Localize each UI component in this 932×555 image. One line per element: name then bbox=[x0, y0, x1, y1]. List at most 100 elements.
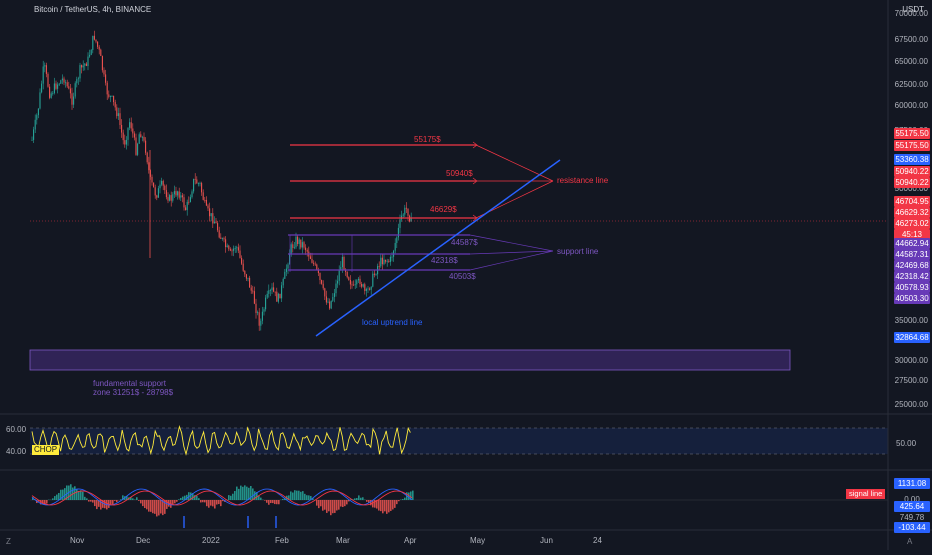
uptrend-line bbox=[316, 160, 560, 336]
time-label: 2022 bbox=[202, 536, 220, 545]
histogram-bar bbox=[174, 500, 176, 503]
candle-body bbox=[316, 264, 317, 269]
candle-body bbox=[214, 222, 215, 224]
histogram-bar bbox=[56, 495, 58, 500]
histogram-bar bbox=[156, 500, 158, 516]
candle-body bbox=[263, 309, 264, 311]
candle-body bbox=[75, 83, 76, 96]
histogram-bar bbox=[220, 500, 222, 506]
histogram-bar bbox=[360, 498, 362, 500]
candle-body bbox=[161, 181, 162, 185]
histogram-bar bbox=[82, 492, 84, 500]
histogram-bar bbox=[268, 500, 270, 505]
auto-scale-button[interactable]: A bbox=[907, 537, 912, 546]
candle-body bbox=[230, 249, 231, 250]
candle-body bbox=[260, 321, 261, 326]
candle-body bbox=[116, 107, 117, 116]
candle-body bbox=[57, 85, 58, 89]
chop-pane bbox=[30, 427, 888, 455]
histogram-bar bbox=[144, 500, 146, 508]
candle-body bbox=[91, 50, 92, 55]
candle-body bbox=[206, 200, 207, 206]
histogram-bar bbox=[336, 500, 338, 510]
candle-body bbox=[43, 67, 44, 84]
candle-body bbox=[342, 257, 343, 267]
candle-body bbox=[175, 191, 176, 195]
histogram-bar bbox=[334, 500, 336, 513]
candle-body bbox=[292, 244, 293, 248]
signal-line-badge[interactable]: signal line bbox=[846, 489, 885, 499]
candle-body bbox=[167, 197, 168, 201]
histogram-bar bbox=[96, 500, 98, 509]
candle-body bbox=[163, 181, 164, 186]
candle-body bbox=[300, 239, 301, 247]
candle-body bbox=[105, 74, 106, 82]
signal-pane bbox=[30, 484, 888, 528]
candle-body bbox=[329, 302, 330, 309]
signal-axis-label: 1131.08 bbox=[894, 478, 930, 489]
histogram-bar bbox=[160, 500, 162, 513]
histogram-bar bbox=[212, 500, 214, 506]
chop-badge[interactable]: CHOP bbox=[32, 445, 59, 455]
candle-body bbox=[239, 251, 240, 258]
histogram-bar bbox=[64, 488, 66, 500]
candle-body bbox=[297, 237, 298, 244]
histogram-bar bbox=[398, 500, 400, 501]
chop-lower-label: 40.00 bbox=[6, 447, 26, 456]
histogram-bar bbox=[180, 498, 182, 500]
candle-body bbox=[147, 153, 148, 163]
candle-body bbox=[366, 289, 367, 291]
candle-body bbox=[257, 312, 258, 313]
histogram-bar bbox=[394, 500, 396, 508]
candle-body bbox=[115, 102, 116, 107]
histogram-bar bbox=[362, 497, 364, 500]
chop-band bbox=[30, 428, 888, 454]
candle-body bbox=[247, 278, 248, 279]
candle-body bbox=[126, 140, 127, 145]
candle-body bbox=[124, 140, 125, 144]
price-label: 50940.22 bbox=[894, 166, 930, 177]
candle-body bbox=[254, 291, 255, 304]
symbol-title[interactable]: Bitcoin / TetherUS, 4h, BINANCE bbox=[34, 5, 151, 14]
histogram-bar bbox=[380, 500, 382, 511]
support-label-2: 42318$ bbox=[431, 256, 458, 265]
candle-body bbox=[407, 209, 408, 216]
candle-body bbox=[158, 188, 159, 197]
time-label: Feb bbox=[275, 536, 289, 545]
histogram-bar bbox=[176, 500, 178, 502]
histogram-bar bbox=[204, 500, 206, 502]
histogram-bar bbox=[356, 498, 358, 500]
candle-body bbox=[225, 239, 226, 247]
histogram-bar bbox=[392, 500, 394, 509]
candle-body bbox=[118, 113, 119, 116]
histogram-bar bbox=[80, 490, 82, 500]
histogram-bar bbox=[152, 500, 154, 513]
histogram-bar bbox=[62, 490, 64, 500]
candle-body bbox=[89, 55, 90, 57]
histogram-bar bbox=[246, 487, 248, 500]
candle-body bbox=[233, 249, 234, 251]
time-label: Dec bbox=[136, 536, 150, 545]
candle-body bbox=[355, 284, 356, 285]
histogram-bar bbox=[198, 498, 200, 500]
price-label: 50940.22 bbox=[894, 177, 930, 188]
candle-body bbox=[363, 284, 364, 286]
candle-body bbox=[188, 202, 189, 203]
fundamental-support-zone bbox=[30, 350, 790, 370]
time-label: Mar bbox=[336, 536, 350, 545]
histogram-bar bbox=[298, 491, 300, 500]
histogram-bar bbox=[354, 498, 356, 500]
candle-body bbox=[123, 133, 124, 141]
time-label: May bbox=[470, 536, 485, 545]
chop-upper-label: 60.00 bbox=[6, 425, 26, 434]
candle-body bbox=[222, 238, 223, 239]
timezone-button[interactable]: Z bbox=[6, 537, 11, 546]
candle-body bbox=[71, 93, 72, 104]
candle-body bbox=[47, 74, 48, 87]
candle-body bbox=[76, 79, 77, 83]
candle-body bbox=[129, 122, 130, 128]
candle-body bbox=[284, 272, 285, 279]
candle-body bbox=[286, 269, 287, 272]
candle-body bbox=[131, 122, 132, 128]
